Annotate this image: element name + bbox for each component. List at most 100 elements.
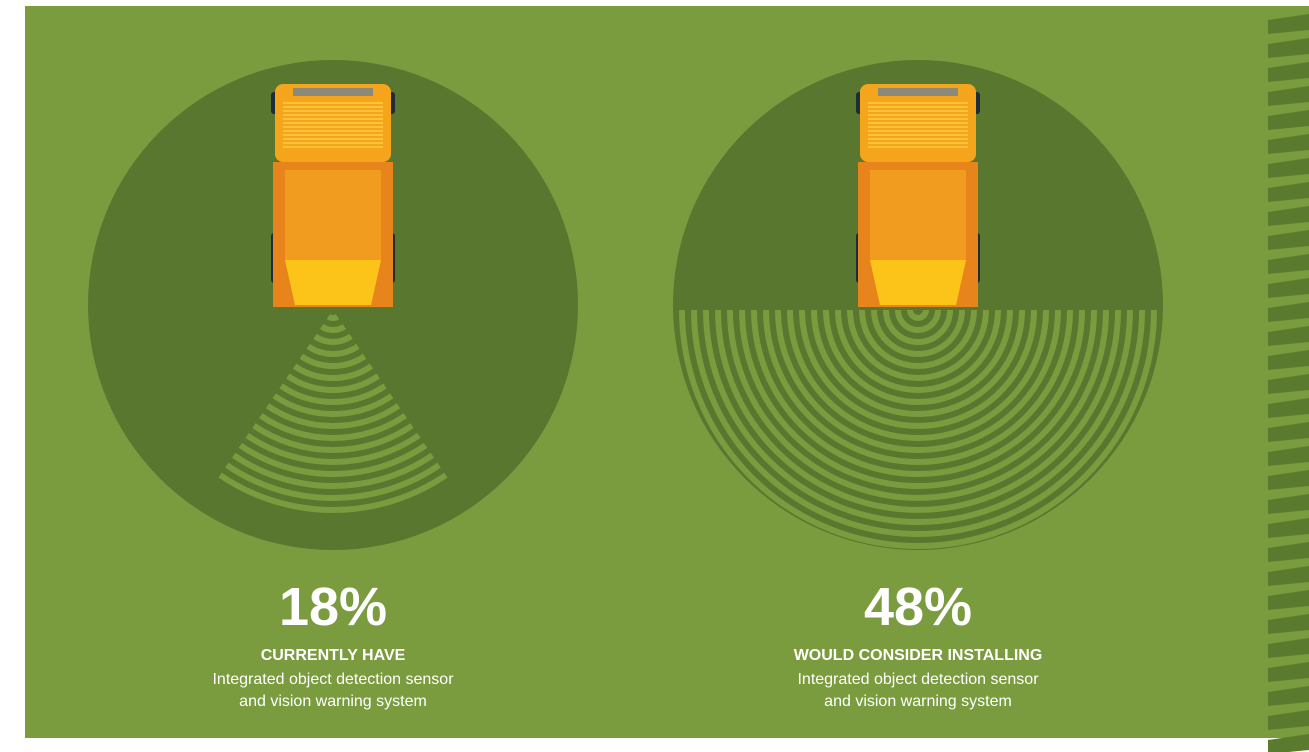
heading: WOULD CONSIDER INSTALLING — [794, 647, 1043, 664]
wave-arc — [739, 309, 1097, 489]
stripe — [1268, 38, 1309, 58]
stripe — [1268, 686, 1309, 706]
heading: CURRENTLY HAVE — [261, 647, 406, 664]
stripe — [1268, 518, 1309, 538]
stripe — [1268, 422, 1309, 442]
wave-arc — [238, 442, 428, 477]
grille — [283, 138, 383, 140]
wave-arc — [279, 383, 387, 405]
wave-arc — [883, 309, 953, 345]
wave-arc — [799, 309, 1037, 429]
stripe — [1268, 494, 1309, 514]
stripe — [1268, 566, 1309, 586]
stripe — [1268, 542, 1309, 562]
wave-arc — [225, 462, 441, 501]
grille — [868, 114, 968, 116]
wave-arc — [272, 393, 394, 417]
stripe — [1268, 134, 1309, 154]
grille — [283, 122, 383, 124]
grille — [283, 102, 383, 104]
grille — [868, 142, 968, 144]
stripe — [1268, 710, 1309, 730]
windshield — [293, 88, 373, 96]
stripe — [1268, 374, 1309, 394]
sensor-waves — [218, 313, 448, 513]
grille — [283, 106, 383, 108]
wave-arc — [703, 309, 1133, 525]
stripe — [1268, 398, 1309, 418]
description: Integrated object detection sensor — [212, 671, 454, 688]
wave-arc — [306, 343, 360, 357]
wave-arc — [895, 309, 941, 333]
stripe — [1268, 350, 1309, 370]
grille — [868, 126, 968, 128]
wave-arc — [787, 309, 1049, 441]
stripe — [1268, 470, 1309, 490]
wave-arc — [259, 413, 407, 441]
stripe — [1268, 182, 1309, 202]
windshield — [878, 88, 958, 96]
truck — [271, 84, 395, 307]
wave-arc — [252, 423, 414, 453]
wave-arc — [265, 403, 401, 429]
stat: 18% — [279, 577, 387, 637]
description: and vision warning system — [239, 693, 427, 710]
stripe — [1268, 62, 1309, 82]
grille — [868, 102, 968, 104]
grille — [868, 110, 968, 112]
grille — [868, 106, 968, 108]
bed-floor — [870, 260, 966, 305]
wave-arc — [299, 353, 367, 369]
wave-arc — [859, 309, 977, 369]
stripe — [1268, 326, 1309, 346]
stripe — [1268, 734, 1309, 752]
grille — [283, 130, 383, 132]
grille — [868, 130, 968, 132]
stripe — [1268, 14, 1309, 34]
stripe — [1268, 590, 1309, 610]
grille — [283, 146, 383, 148]
wave-arc — [286, 373, 380, 393]
wave-arc — [231, 452, 435, 489]
grille — [868, 134, 968, 136]
grille — [868, 146, 968, 148]
wave-arc — [907, 309, 929, 321]
wave-arc — [775, 309, 1061, 453]
stripe — [1268, 446, 1309, 466]
grille — [868, 118, 968, 120]
stat: 48% — [864, 577, 972, 637]
description: Integrated object detection sensor — [797, 671, 1039, 688]
wave-arc — [313, 333, 353, 345]
wave-arc — [727, 309, 1109, 501]
grille — [283, 142, 383, 144]
stripe — [1268, 254, 1309, 274]
wave-arc — [847, 309, 989, 381]
grille — [868, 122, 968, 124]
wave-arc — [715, 309, 1121, 513]
wave-arc — [835, 309, 1001, 393]
wave-arc — [245, 432, 421, 465]
description: and vision warning system — [824, 693, 1012, 710]
wave-arc — [679, 309, 1157, 549]
stripe — [1268, 158, 1309, 178]
grille — [283, 126, 383, 128]
stripe — [1268, 86, 1309, 106]
wave-arc — [871, 309, 965, 357]
stripe — [1268, 302, 1309, 322]
stripe — [1268, 230, 1309, 250]
grille — [283, 110, 383, 112]
wave-arc — [218, 472, 448, 513]
stripe — [1268, 110, 1309, 130]
stripe — [1268, 278, 1309, 298]
wave-arc — [751, 309, 1085, 477]
truck — [856, 84, 980, 307]
wave-arc — [292, 363, 374, 381]
stripe — [1268, 662, 1309, 682]
wave-arc — [763, 309, 1073, 465]
wave-arc — [691, 309, 1145, 537]
wave-arc — [326, 313, 340, 321]
stripe — [1268, 638, 1309, 658]
grille — [283, 118, 383, 120]
grille — [868, 138, 968, 140]
